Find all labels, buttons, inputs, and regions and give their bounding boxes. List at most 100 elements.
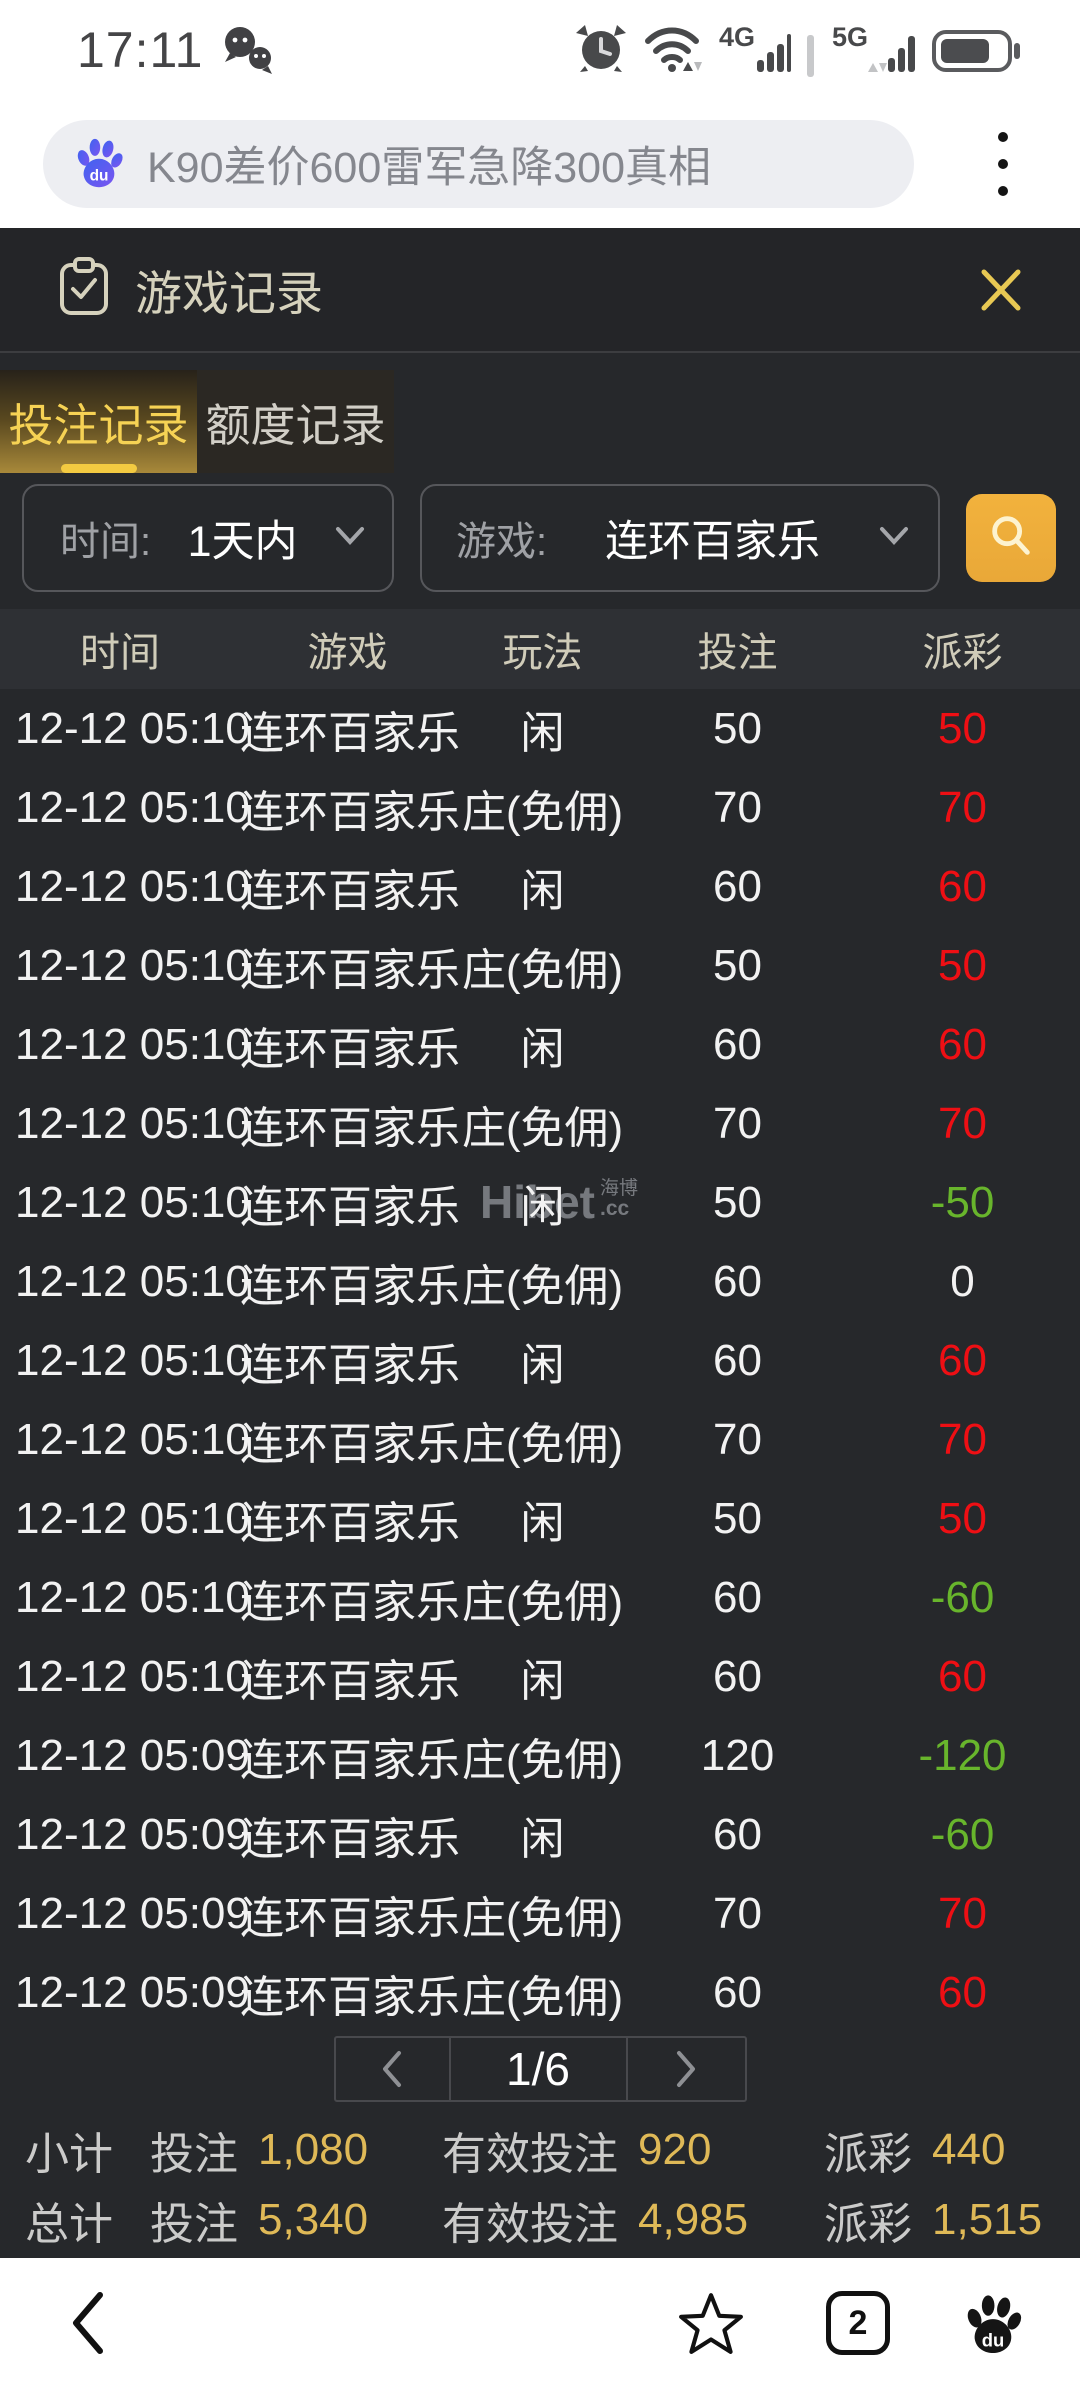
tab-quota-records[interactable]: 额度记录	[197, 370, 394, 473]
svg-text:5G: 5G	[832, 22, 868, 52]
cell-play: 闲	[520, 1340, 565, 1390]
cell-play: 庄(免佣)	[461, 1893, 624, 1943]
cell-game: 连环百家乐	[240, 1419, 460, 1469]
cell-payout: 60	[938, 1967, 987, 2017]
total-valid-label: 有效投注	[442, 2200, 618, 2249]
cell-payout: 70	[938, 782, 987, 832]
cell-bet: 50	[713, 1177, 762, 1227]
cell-time: 12-12 05:10	[15, 1493, 250, 1543]
table-row: 12-12 05:10 连环百家乐 闲 60 60	[0, 1321, 1080, 1400]
chevron-down-icon	[334, 525, 366, 552]
cell-payout: -60	[930, 1809, 995, 1859]
cell-game: 连环百家乐	[240, 1182, 460, 1232]
tab-count-value: 2	[848, 2303, 868, 2342]
tab-bet-records[interactable]: 投注记录	[0, 370, 197, 473]
browser-toolbar: du K90差价600雷军急降300真相	[0, 100, 1080, 228]
cell-play: 闲	[520, 708, 565, 758]
cell-game: 连环百家乐	[240, 1893, 460, 1943]
col-header-play: 玩法	[502, 631, 583, 675]
prev-page-button[interactable]	[336, 2038, 449, 2100]
cell-play: 庄(免佣)	[461, 1419, 624, 1469]
cell-bet: 60	[713, 1651, 762, 1701]
cell-game: 连环百家乐	[240, 1261, 460, 1311]
table-row: 12-12 05:10 连环百家乐 庄(免佣) 50 50	[0, 926, 1080, 1005]
cell-game: 连环百家乐	[240, 708, 460, 758]
browser-bottom-nav: 2 du	[0, 2258, 1080, 2388]
cell-bet: 70	[713, 1098, 762, 1148]
game-filter-select[interactable]: 游戏: 连环百家乐	[420, 484, 940, 592]
col-header-bet: 投注	[697, 631, 778, 675]
cell-payout: 50	[938, 940, 987, 990]
cell-payout: 70	[938, 1098, 987, 1148]
search-query-text: K90差价600雷军急降300真相	[147, 144, 711, 192]
cell-payout: 70	[938, 1888, 987, 1938]
cell-time: 12-12 05:10	[15, 1256, 250, 1306]
baidu-paw-icon[interactable]: du	[962, 2292, 1024, 2354]
game-filter-value: 连环百家乐	[605, 518, 821, 566]
game-filter-label: 游戏:	[456, 520, 548, 564]
cell-time: 12-12 05:09	[15, 1888, 250, 1938]
col-header-payout: 派彩	[922, 631, 1003, 675]
cell-payout: 70	[938, 1414, 987, 1464]
close-icon[interactable]	[966, 255, 1036, 325]
cell-bet: 70	[713, 1414, 762, 1464]
cell-time: 12-12 05:10	[15, 1572, 250, 1622]
cell-game: 连环百家乐	[240, 1024, 460, 1074]
svg-text:du: du	[90, 167, 109, 184]
cell-play: 庄(免佣)	[461, 1735, 624, 1785]
cell-payout: 0	[950, 1256, 975, 1306]
cell-bet: 60	[713, 1256, 762, 1306]
record-tabs: 投注记录 额度记录	[0, 353, 1080, 473]
table-row: 12-12 05:09 连环百家乐 庄(免佣) 120 -120	[0, 1716, 1080, 1795]
clock-time: 17:11	[77, 22, 204, 78]
time-filter-select[interactable]: 时间: 1天内	[22, 484, 394, 592]
browser-menu-button[interactable]	[984, 122, 1022, 206]
cell-game: 连环百家乐	[240, 945, 460, 995]
cell-play: 庄(免佣)	[461, 1261, 624, 1311]
panel-title: 游戏记录	[135, 267, 323, 320]
table-row: 12-12 05:10 连环百家乐 闲 60 60	[0, 1637, 1080, 1716]
cell-play: 闲	[520, 1182, 565, 1232]
alarm-icon	[575, 22, 627, 79]
svg-text:du: du	[982, 2329, 1004, 2350]
cell-payout: 50	[938, 1493, 987, 1543]
search-input[interactable]: du K90差价600雷军急降300真相	[43, 120, 914, 208]
tab-counter[interactable]: 2	[826, 2291, 890, 2355]
battery-icon	[932, 28, 1020, 79]
table-row: 12-12 05:09 连环百家乐 庄(免佣) 70 70	[0, 1874, 1080, 1953]
back-icon[interactable]	[68, 2289, 108, 2357]
search-records-button[interactable]	[966, 494, 1056, 582]
subtotal-payout-label: 派彩	[824, 2130, 912, 2179]
cell-play: 庄(免佣)	[461, 1103, 624, 1153]
cell-bet: 60	[713, 861, 762, 911]
signal-4g-icon: 4G	[719, 22, 791, 79]
total-bet-label: 投注	[150, 2200, 238, 2249]
cell-bet: 60	[713, 1572, 762, 1622]
cell-time: 12-12 05:10	[15, 703, 250, 753]
cell-time: 12-12 05:10	[15, 861, 250, 911]
wifi-icon	[643, 24, 703, 79]
cell-payout: 60	[938, 861, 987, 911]
table-row: 12-12 05:10 连环百家乐 庄(免佣) 60 -60	[0, 1558, 1080, 1637]
table-row: 12-12 05:10 连环百家乐 闲 50 50	[0, 1479, 1080, 1558]
total-valid-value: 4,985	[638, 2195, 749, 2244]
signal-5g-icon: 5G	[832, 22, 916, 79]
cell-payout: -60	[930, 1572, 995, 1622]
cell-payout: 60	[938, 1651, 987, 1701]
star-icon[interactable]	[678, 2291, 744, 2355]
col-header-time: 时间	[80, 631, 160, 675]
status-icons: 4G 5G	[575, 22, 1020, 79]
cell-play: 庄(免佣)	[461, 1972, 624, 2022]
subtotal-bet-label: 投注	[150, 2130, 238, 2179]
next-page-button[interactable]	[625, 2038, 745, 2100]
cell-time: 12-12 05:10	[15, 1414, 250, 1464]
cell-play: 闲	[520, 866, 565, 916]
cell-bet: 70	[713, 782, 762, 832]
cell-bet: 60	[713, 1335, 762, 1385]
total-bet-value: 5,340	[258, 2195, 369, 2244]
cell-game: 连环百家乐	[240, 866, 460, 916]
subtotal-valid-label: 有效投注	[442, 2130, 618, 2179]
clipboard-check-icon	[55, 255, 113, 324]
cell-game: 连环百家乐	[240, 1814, 460, 1864]
cell-game: 连环百家乐	[240, 787, 460, 837]
